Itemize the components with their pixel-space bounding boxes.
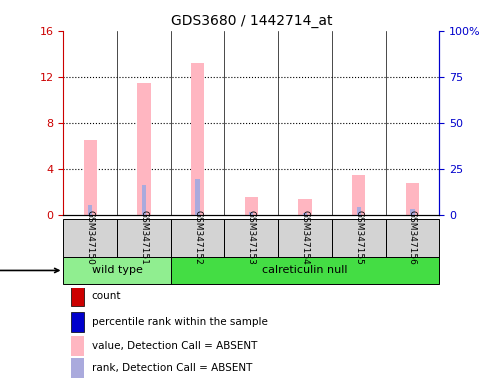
Bar	[171, 219, 224, 257]
Bar	[117, 219, 171, 257]
Text: percentile rank within the sample: percentile rank within the sample	[92, 317, 267, 327]
Bar	[171, 257, 439, 284]
Bar	[71, 358, 84, 378]
Bar	[224, 219, 278, 257]
Bar	[410, 209, 414, 215]
Bar	[278, 219, 332, 257]
Text: genotype/variation: genotype/variation	[0, 265, 59, 275]
Title: GDS3680 / 1442714_at: GDS3680 / 1442714_at	[171, 14, 332, 28]
Bar	[88, 205, 92, 215]
Bar	[332, 219, 386, 257]
Bar	[71, 312, 84, 332]
Text: GSM347155: GSM347155	[354, 210, 363, 265]
Bar	[191, 63, 204, 215]
Text: GSM347154: GSM347154	[301, 210, 309, 265]
Bar	[298, 199, 312, 215]
Text: value, Detection Call = ABSENT: value, Detection Call = ABSENT	[92, 341, 257, 351]
Text: GSM347156: GSM347156	[408, 210, 417, 265]
Bar	[71, 336, 84, 356]
Bar	[196, 179, 200, 215]
Bar	[249, 212, 253, 215]
Text: GSM347152: GSM347152	[193, 210, 202, 265]
Bar	[386, 219, 439, 257]
Text: rank, Detection Call = ABSENT: rank, Detection Call = ABSENT	[92, 363, 252, 373]
Bar	[357, 207, 361, 215]
Text: calreticulin null: calreticulin null	[262, 265, 348, 275]
Bar	[71, 286, 84, 306]
Text: GSM347151: GSM347151	[140, 210, 148, 265]
Bar	[63, 257, 171, 284]
Bar	[244, 197, 258, 215]
Bar	[303, 212, 307, 215]
Bar	[406, 183, 419, 215]
Bar	[137, 83, 151, 215]
Bar	[142, 185, 146, 215]
Text: wild type: wild type	[92, 265, 142, 275]
Bar	[63, 219, 117, 257]
Text: count: count	[92, 291, 121, 301]
Bar	[83, 140, 97, 215]
Text: GSM347150: GSM347150	[86, 210, 95, 265]
Bar	[352, 175, 366, 215]
Text: GSM347153: GSM347153	[247, 210, 256, 265]
